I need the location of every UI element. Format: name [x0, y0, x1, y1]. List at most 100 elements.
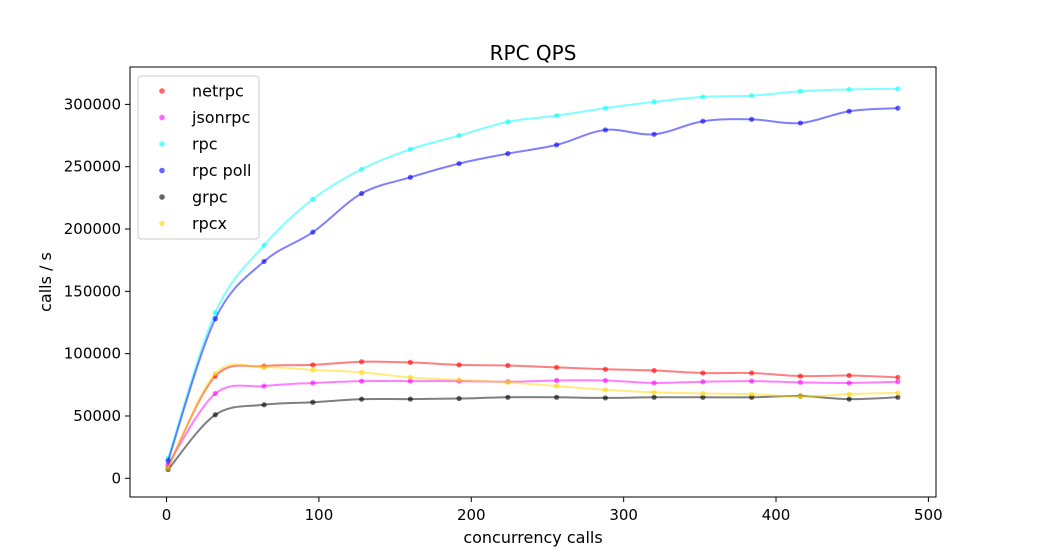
data-point-rpc [407, 146, 413, 152]
data-point-rpc [261, 242, 267, 248]
data-point-netrpc [846, 372, 852, 379]
data-point-grpc [310, 399, 316, 405]
chart-title: RPC QPS [490, 41, 577, 65]
data-point-grpc [407, 396, 413, 402]
legend-marker [159, 141, 165, 147]
legend: netrpc jsonrpc rpc rpc poll grpc rpcx [137, 75, 260, 240]
data-point-jsonrpc [700, 379, 706, 385]
data-point-rpc [700, 94, 706, 100]
legend-marker [159, 194, 165, 200]
data-point-rpcx [602, 387, 608, 393]
series-line-rpc-poll [167, 107, 898, 462]
data-point-rpcx [700, 390, 706, 397]
legend-label: rpcx [192, 214, 227, 233]
x-tick-label: 500 [914, 506, 943, 524]
data-point-jsonrpc [846, 380, 852, 386]
data-point-jsonrpc [602, 377, 608, 384]
data-point-netrpc [700, 370, 706, 376]
data-point-jsonrpc [797, 379, 803, 385]
y-tick-label: 150000 [64, 282, 121, 300]
plot-frame [129, 66, 937, 498]
data-point-rpc-poll [602, 127, 608, 133]
data-point-rpcx [358, 369, 365, 375]
data-point-rpcx [554, 383, 560, 389]
data-point-rpc [358, 166, 365, 172]
data-point-rpc-poll [261, 258, 267, 265]
data-point-rpc [749, 93, 755, 99]
data-point-rpcx [749, 391, 755, 397]
data-point-grpc [651, 394, 657, 400]
data-point-grpc [846, 396, 852, 402]
data-point-netrpc [456, 362, 462, 368]
data-point-jsonrpc [895, 379, 901, 385]
y-tick-label: 0 [111, 469, 121, 487]
data-point-rpc-poll [165, 458, 171, 464]
data-point-netrpc [358, 359, 365, 365]
data-point-rpc [846, 86, 852, 93]
y-tick-label: 50000 [73, 407, 121, 425]
data-point-netrpc [797, 373, 803, 379]
data-point-jsonrpc [407, 378, 413, 384]
data-point-rpc [310, 196, 316, 202]
data-point-grpc [700, 394, 706, 400]
data-point-netrpc [554, 364, 560, 370]
data-point-rpc [651, 99, 657, 105]
data-point-grpc [261, 402, 267, 408]
data-point-rpc-poll [310, 229, 316, 235]
data-point-jsonrpc [261, 383, 267, 389]
data-point-grpc [456, 395, 462, 402]
data-point-netrpc [651, 367, 657, 374]
data-point-netrpc [407, 359, 413, 365]
legend-item-jsonrpc: jsonrpc [159, 108, 250, 127]
data-point-netrpc [310, 362, 316, 368]
series-netrpc [165, 359, 901, 470]
data-point-rpc-poll [456, 160, 462, 167]
x-tick-label: 100 [305, 506, 334, 524]
plot-area [165, 86, 901, 473]
legend-marker [159, 114, 165, 121]
data-point-grpc [602, 395, 608, 401]
data-point-grpc [358, 396, 365, 402]
series-line-netrpc [167, 360, 898, 468]
data-point-rpcx [407, 374, 413, 380]
legend-marker [159, 88, 165, 94]
x-tick-label: 400 [762, 506, 791, 524]
series-line-grpc [167, 394, 898, 471]
legend-label: netrpc [192, 82, 244, 101]
data-point-rpc-poll [895, 105, 901, 111]
data-point-netrpc [895, 374, 901, 380]
data-point-rpc-poll [846, 108, 852, 114]
data-point-rpc [602, 105, 608, 111]
legend-marker [159, 220, 165, 227]
legend-item-rpcx: rpcx [159, 214, 227, 233]
series-grpc [165, 393, 901, 473]
legend-item-grpc: grpc [159, 188, 228, 207]
series-rpc-poll [165, 105, 901, 464]
x-tick-label: 300 [609, 506, 638, 524]
data-point-rpcx [310, 367, 316, 373]
data-point-rpc-poll [505, 151, 511, 157]
data-point-rpcx [212, 371, 218, 377]
data-point-jsonrpc [651, 380, 657, 386]
data-point-rpc [554, 113, 560, 119]
series-rpcx [165, 363, 901, 471]
data-point-grpc [895, 394, 901, 400]
data-point-rpc-poll [212, 316, 218, 322]
data-point-grpc [505, 394, 511, 400]
y-tick-label: 200000 [64, 220, 121, 238]
data-point-rpcx [456, 377, 462, 383]
data-point-netrpc [505, 362, 511, 369]
data-point-jsonrpc [554, 377, 560, 384]
legend-label: jsonrpc [191, 108, 250, 127]
legend-label: grpc [192, 188, 228, 207]
legend-frame [137, 75, 260, 240]
data-point-rpc [456, 132, 462, 139]
data-point-jsonrpc [310, 380, 316, 386]
x-tick-label: 200 [457, 506, 486, 524]
data-point-rpcx [165, 465, 171, 471]
data-point-rpc-poll [554, 142, 560, 148]
data-point-rpcx [846, 391, 852, 397]
legend-item-rpc: rpc [159, 135, 218, 154]
data-point-grpc [554, 394, 560, 400]
